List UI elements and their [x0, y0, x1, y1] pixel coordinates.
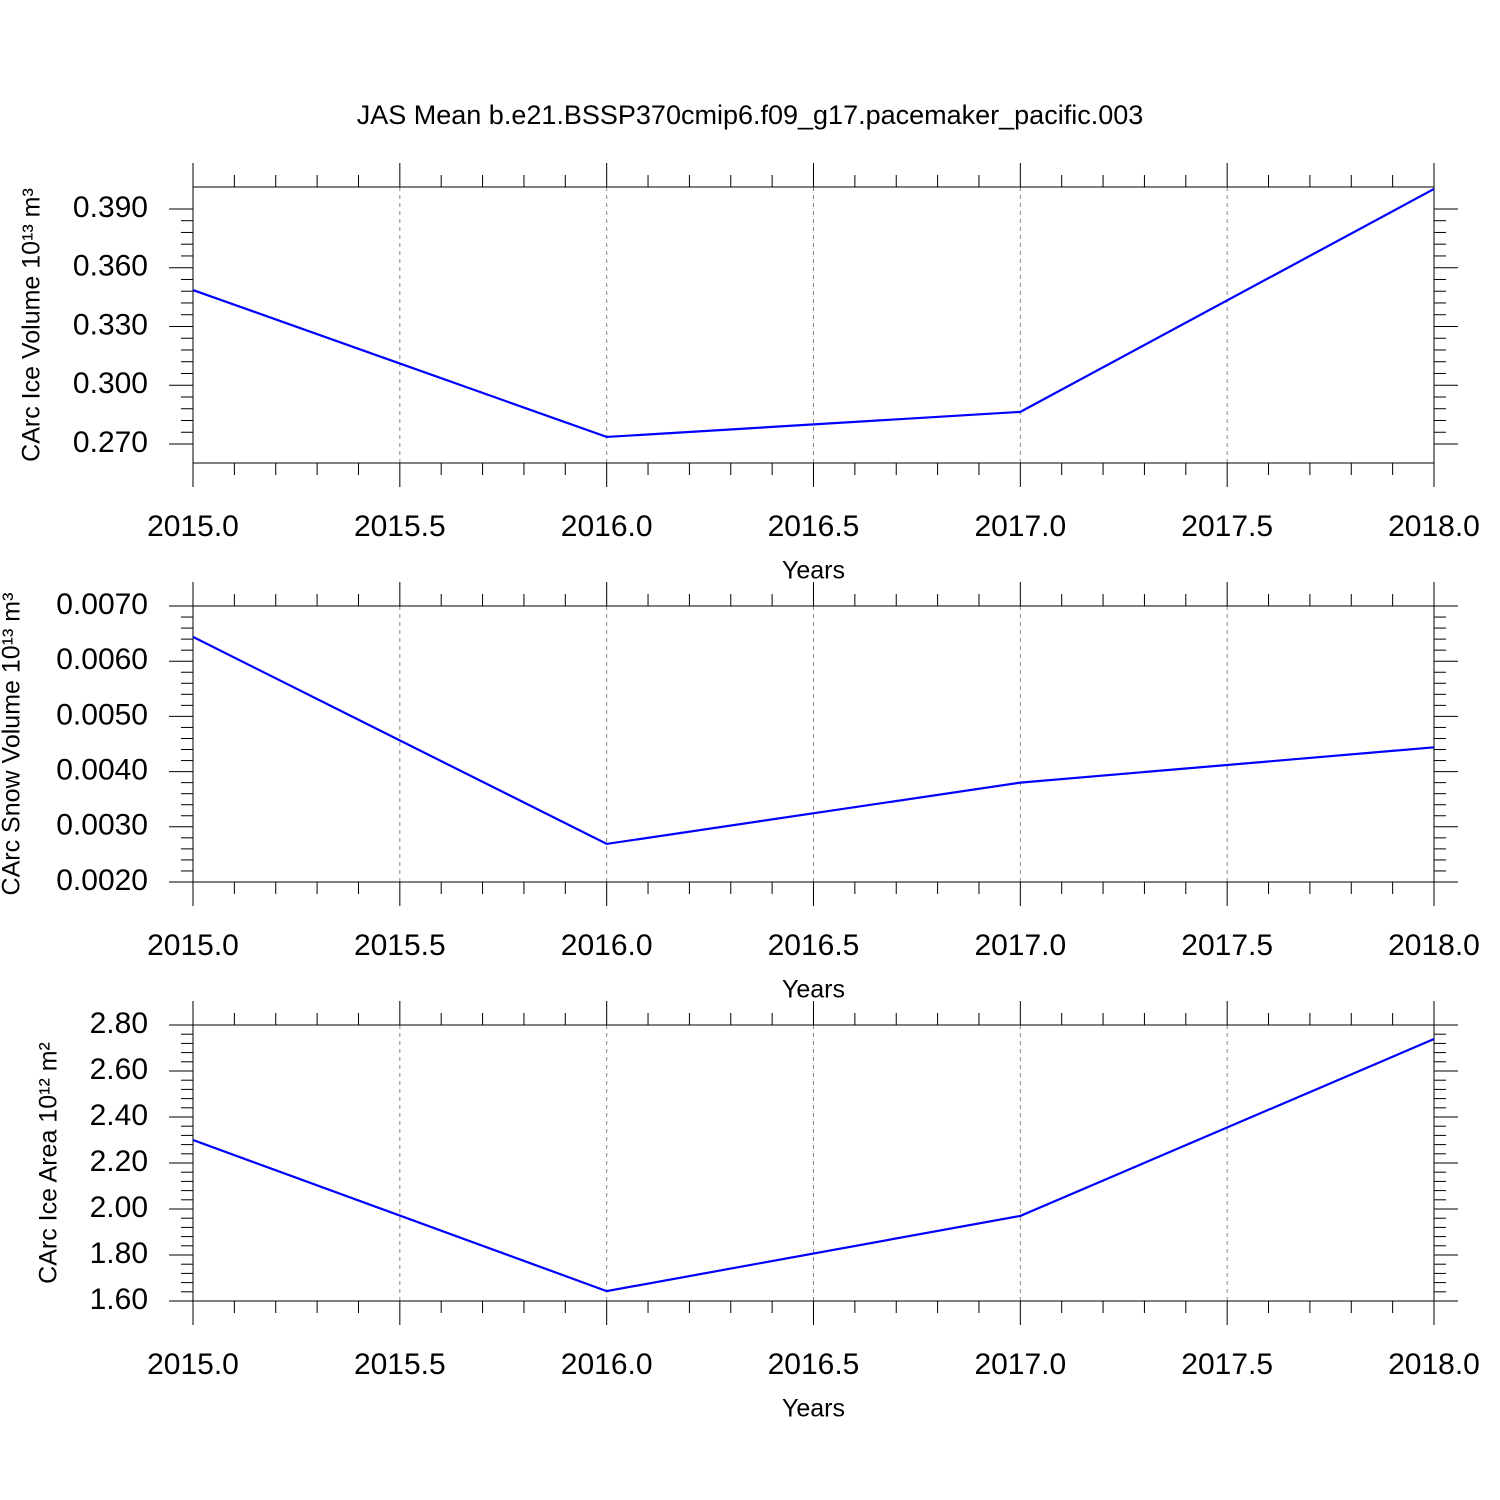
- x-tick-label: 2015.5: [354, 1348, 446, 1381]
- x-tick-label: 2016.5: [768, 1348, 860, 1381]
- x-tick-label: 2015.5: [354, 929, 446, 962]
- x-tick-label: 2017.0: [974, 1348, 1066, 1381]
- y-tick-label: 0.390: [73, 191, 148, 224]
- y-tick-label: 1.60: [90, 1283, 148, 1316]
- x-tick-label: 2017.5: [1181, 1348, 1273, 1381]
- data-line: [192, 635, 1435, 846]
- x-tick-label: 2016.0: [561, 510, 653, 543]
- y-axis-label: CArc Snow Volume 10¹³ m³: [0, 593, 26, 896]
- x-tick-label: 2017.0: [974, 929, 1066, 962]
- y-tick-label: 0.360: [73, 250, 148, 283]
- x-tick-label: 2016.5: [768, 510, 860, 543]
- x-tick-label: 2016.0: [561, 929, 653, 962]
- chart-title: JAS Mean b.e21.BSSP370cmip6.f09_g17.pace…: [357, 100, 1144, 130]
- x-tick-label: 2017.5: [1181, 510, 1273, 543]
- y-axis-label: CArc Ice Volume 10¹³ m³: [18, 188, 46, 462]
- x-tick-label: 2017.0: [974, 510, 1066, 543]
- y-tick-label: 0.270: [73, 426, 148, 459]
- x-tick-label: 2017.5: [1181, 929, 1273, 962]
- y-tick-label: 2.40: [90, 1099, 148, 1132]
- y-tick-label: 1.80: [90, 1237, 148, 1270]
- x-tick-label: 2015.5: [354, 510, 446, 543]
- data-line: [192, 1038, 1435, 1293]
- x-axis-label: Years: [782, 976, 845, 1004]
- x-axis-label: Years: [782, 1395, 845, 1423]
- x-tick-label: 2015.0: [147, 1348, 239, 1381]
- x-tick-label: 2018.0: [1388, 1348, 1480, 1381]
- x-tick-label: 2016.5: [768, 929, 860, 962]
- y-tick-label: 2.80: [90, 1007, 148, 1040]
- y-tick-label: 0.0060: [56, 643, 148, 676]
- x-tick-label: 2018.0: [1388, 510, 1480, 543]
- y-tick-label: 2.00: [90, 1191, 148, 1224]
- x-axis-label: Years: [782, 557, 845, 585]
- y-tick-label: 0.0070: [56, 588, 148, 621]
- y-tick-label: 0.0030: [56, 809, 148, 842]
- x-tick-label: 2018.0: [1388, 929, 1480, 962]
- y-tick-label: 0.0050: [56, 698, 148, 731]
- y-tick-label: 2.60: [90, 1053, 148, 1086]
- plot-frame: [192, 186, 1435, 464]
- y-tick-label: 0.330: [73, 308, 148, 341]
- y-tick-label: 0.0040: [56, 754, 148, 787]
- plot-frame: [192, 605, 1435, 883]
- y-tick-label: 0.300: [73, 367, 148, 400]
- plot-frame: [192, 1024, 1435, 1302]
- data-line: [192, 187, 1435, 439]
- y-tick-label: 0.0020: [56, 864, 148, 897]
- x-tick-label: 2015.0: [147, 929, 239, 962]
- x-tick-label: 2016.0: [561, 1348, 653, 1381]
- y-tick-label: 2.20: [90, 1145, 148, 1178]
- x-tick-label: 2015.0: [147, 510, 239, 543]
- y-axis-label: CArc Ice Area 10¹² m²: [35, 1042, 63, 1284]
